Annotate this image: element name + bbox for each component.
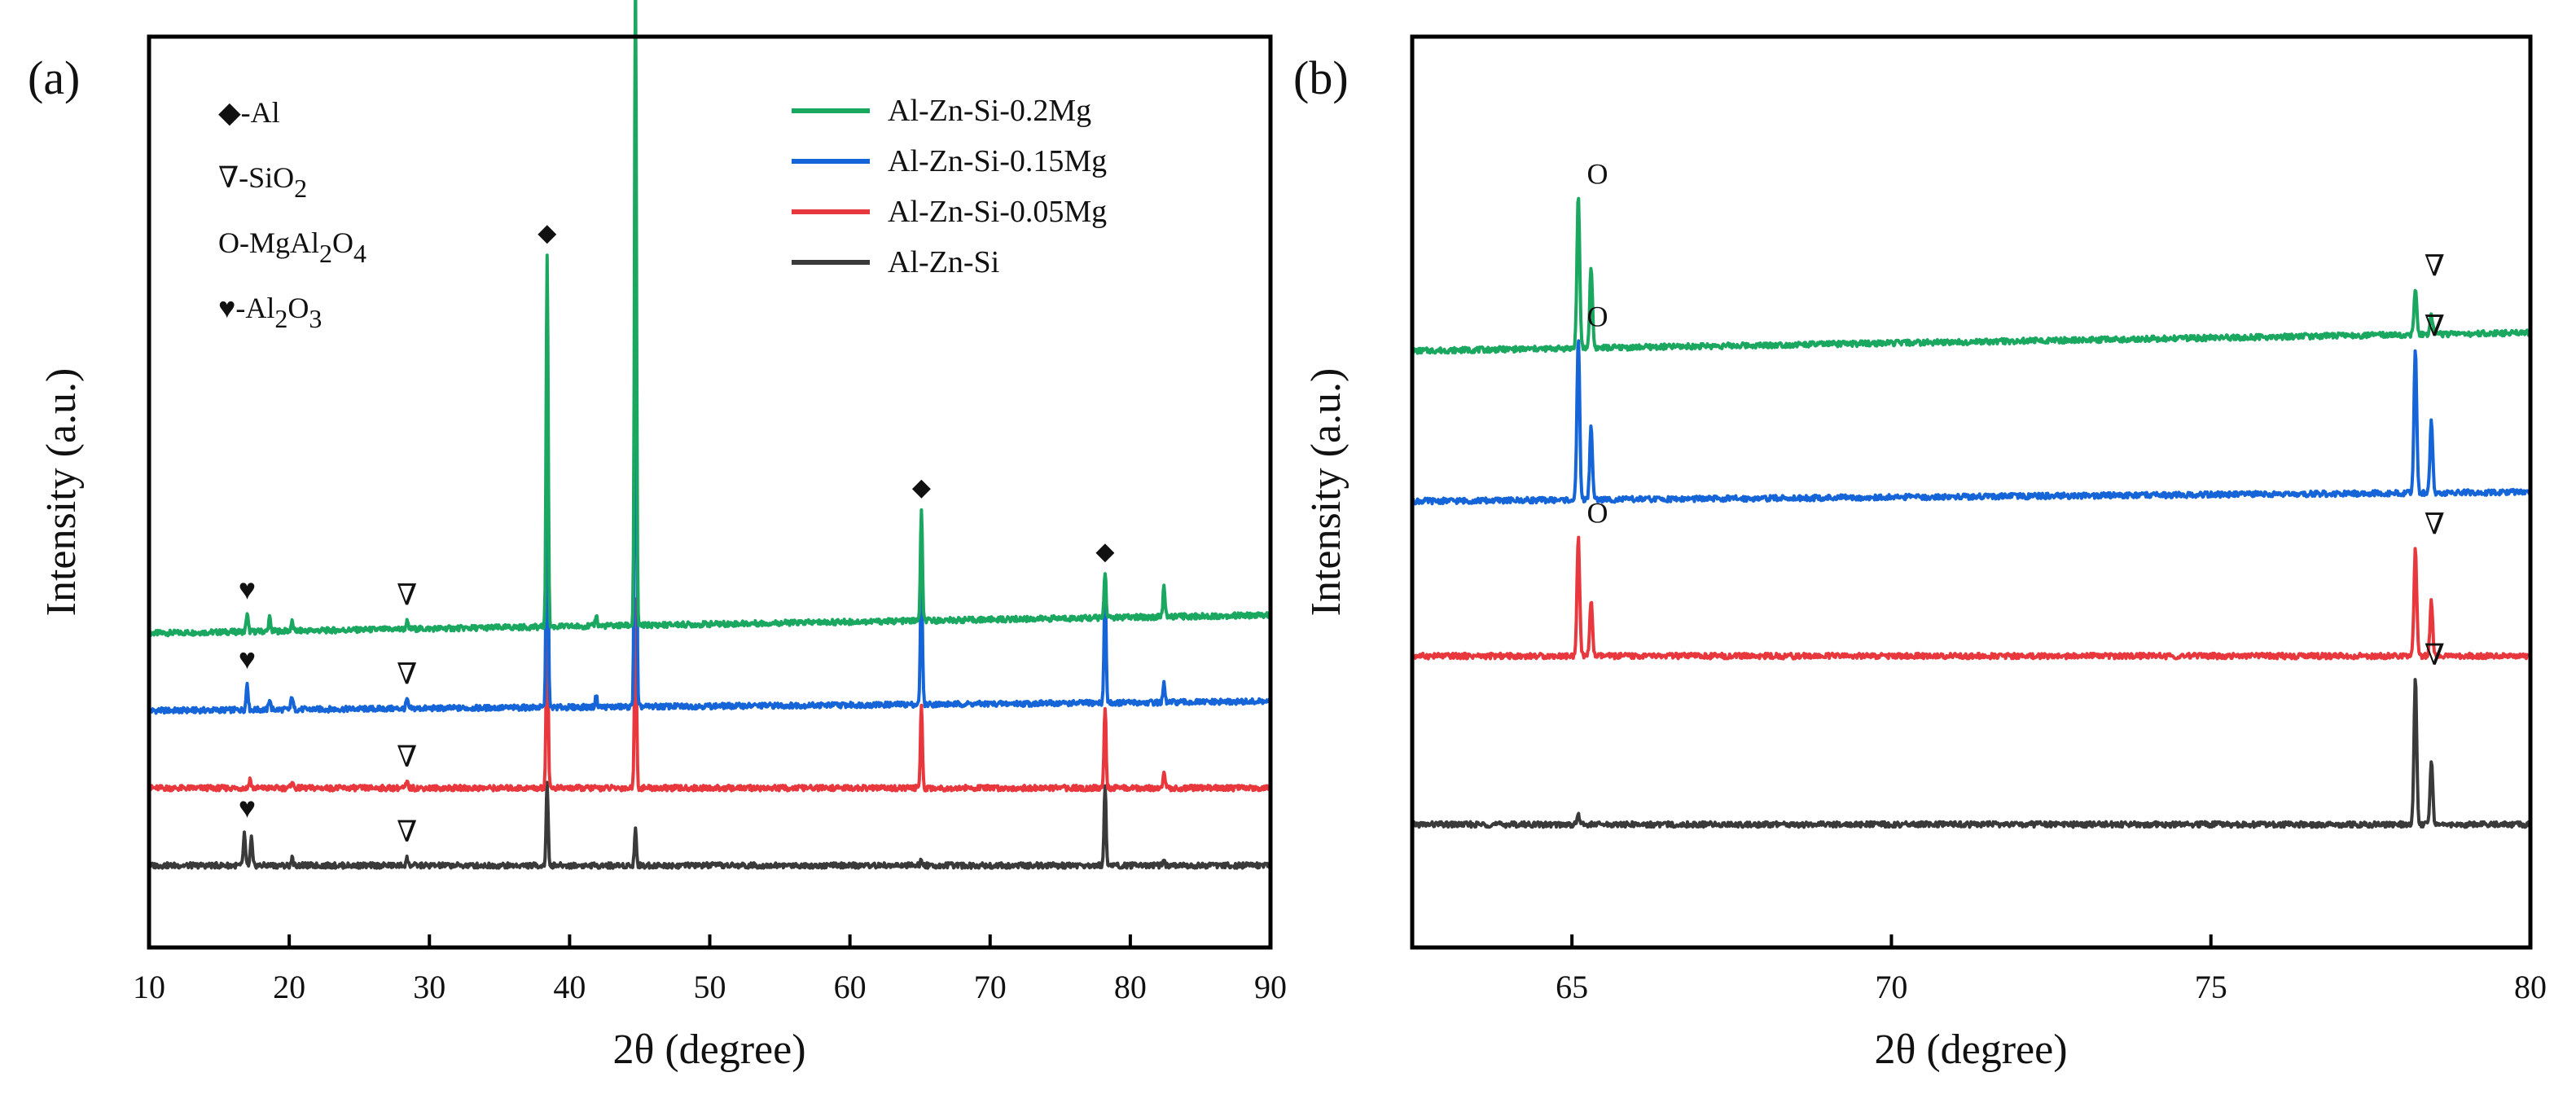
series-line-b-2: [1411, 535, 2532, 661]
x-tick-label-a-90: 90: [1254, 969, 1287, 1005]
x-tick-label-a-30: 30: [413, 969, 445, 1005]
peak-marker-b-6: ∇: [2425, 639, 2445, 671]
x-axis-label-a: 2θ (degree): [612, 1026, 805, 1073]
x-tick-label-b-70: 70: [1875, 969, 1907, 1005]
x-tick-label-b-65: 65: [1556, 969, 1588, 1005]
series-line-b-3: [1411, 678, 2531, 829]
legend-label-1: Al-Zn-Si-0.15Mg: [888, 144, 1107, 178]
peak-marker-a-1: ∇: [397, 579, 417, 612]
peak-marker-b-2: O: [1587, 300, 1608, 332]
x-tick-label-a-20: 20: [273, 969, 305, 1005]
legend-label-2: Al-Zn-Si-0.05Mg: [888, 195, 1107, 229]
y-axis-label-a: Intensity (a.u.): [38, 368, 85, 617]
phase-text: ♥-Al: [218, 292, 274, 324]
phase-text: O: [332, 226, 353, 259]
plot-b-area: O ∇ O ∇ O ∇ ∇: [1411, 158, 2532, 829]
panel-a-label: (a): [28, 51, 80, 104]
x-tick-label-b-75: 75: [2195, 969, 2227, 1005]
phase-text: ◆-Al: [218, 96, 280, 129]
phase-key-entry-3: ♥-Al2O3: [218, 292, 322, 333]
peak-marker-a-6: ♥: [239, 643, 256, 675]
phase-key-entry-2: O-MgAl2O4: [218, 226, 366, 268]
series-line-b-0: [1411, 196, 2532, 355]
subscript: 2: [319, 239, 332, 268]
legend-label-3: Al-Zn-Si: [888, 245, 999, 279]
plot-b-frame: [1410, 34, 2533, 950]
subscript: 4: [353, 239, 366, 268]
plot-a-area: ♥∇◆◆◆◆♥∇∇♥∇: [147, 0, 1272, 870]
subscript: 3: [309, 304, 322, 333]
x-axis-b: 65 70 75 80: [1556, 934, 2547, 1005]
panel-b-label: (b): [1293, 51, 1349, 104]
x-tick-label-b-80: 80: [2514, 969, 2547, 1005]
peak-marker-b-5: ∇: [2425, 508, 2445, 540]
subscript: 2: [274, 304, 287, 333]
phase-key-entry-0: ◆-Al: [218, 96, 280, 129]
x-tick-label-a-70: 70: [974, 969, 1007, 1005]
phase-text: ∇-SiO: [218, 161, 294, 194]
peak-marker-a-10: ∇: [397, 815, 417, 848]
peak-marker-b-4: O: [1587, 497, 1608, 530]
series-line-a-0: [147, 0, 1272, 638]
legend-label-0: Al-Zn-Si-0.2Mg: [888, 94, 1091, 128]
peak-marker-a-4: ◆: [912, 474, 931, 501]
peak-marker-b-3: ∇: [2425, 310, 2445, 343]
x-axis-label-b: 2θ (degree): [1874, 1026, 2067, 1073]
x-tick-label-a-80: 80: [1114, 969, 1147, 1005]
x-tick-label-a-40: 40: [553, 969, 586, 1005]
peak-marker-a-2: ◆: [538, 219, 556, 246]
peak-marker-b-1: ∇: [2425, 250, 2445, 283]
peak-marker-b-0: O: [1587, 158, 1608, 191]
x-tick-label-a-10: 10: [133, 969, 165, 1005]
series-line-b-1: [1411, 339, 2531, 506]
peak-marker-a-0: ♥: [239, 573, 256, 605]
series-line-a-3: [147, 780, 1272, 870]
phase-text: O: [287, 292, 309, 324]
phase-key-entry-1: ∇-SiO2: [218, 161, 307, 203]
x-axis-a: 10 20 30 40 50 60 70 80 90: [133, 934, 1287, 1005]
x-tick-label-a-60: 60: [834, 969, 867, 1005]
x-tick-label-a-50: 50: [694, 969, 726, 1005]
peak-marker-a-9: ♥: [239, 791, 256, 824]
phase-text: O-MgAl: [218, 226, 319, 259]
peak-marker-a-8: ∇: [397, 741, 417, 773]
panel-b: (b) O ∇ O ∇ O ∇ ∇ 65 70 75 80 2θ (degree) Intensi…: [1293, 34, 2547, 1073]
series-line-a-2: [147, 597, 1272, 793]
legend: Al-Zn-Si-0.2Mg Al-Zn-Si-0.15Mg Al-Zn-Si-0.…: [792, 94, 1107, 279]
peak-marker-a-5: ◆: [1095, 538, 1114, 565]
y-axis-label-b: Intensity (a.u.): [1303, 368, 1349, 617]
subscript: 2: [294, 174, 307, 203]
series-line-a-1: [147, 156, 1272, 715]
peak-marker-a-7: ∇: [397, 657, 417, 690]
